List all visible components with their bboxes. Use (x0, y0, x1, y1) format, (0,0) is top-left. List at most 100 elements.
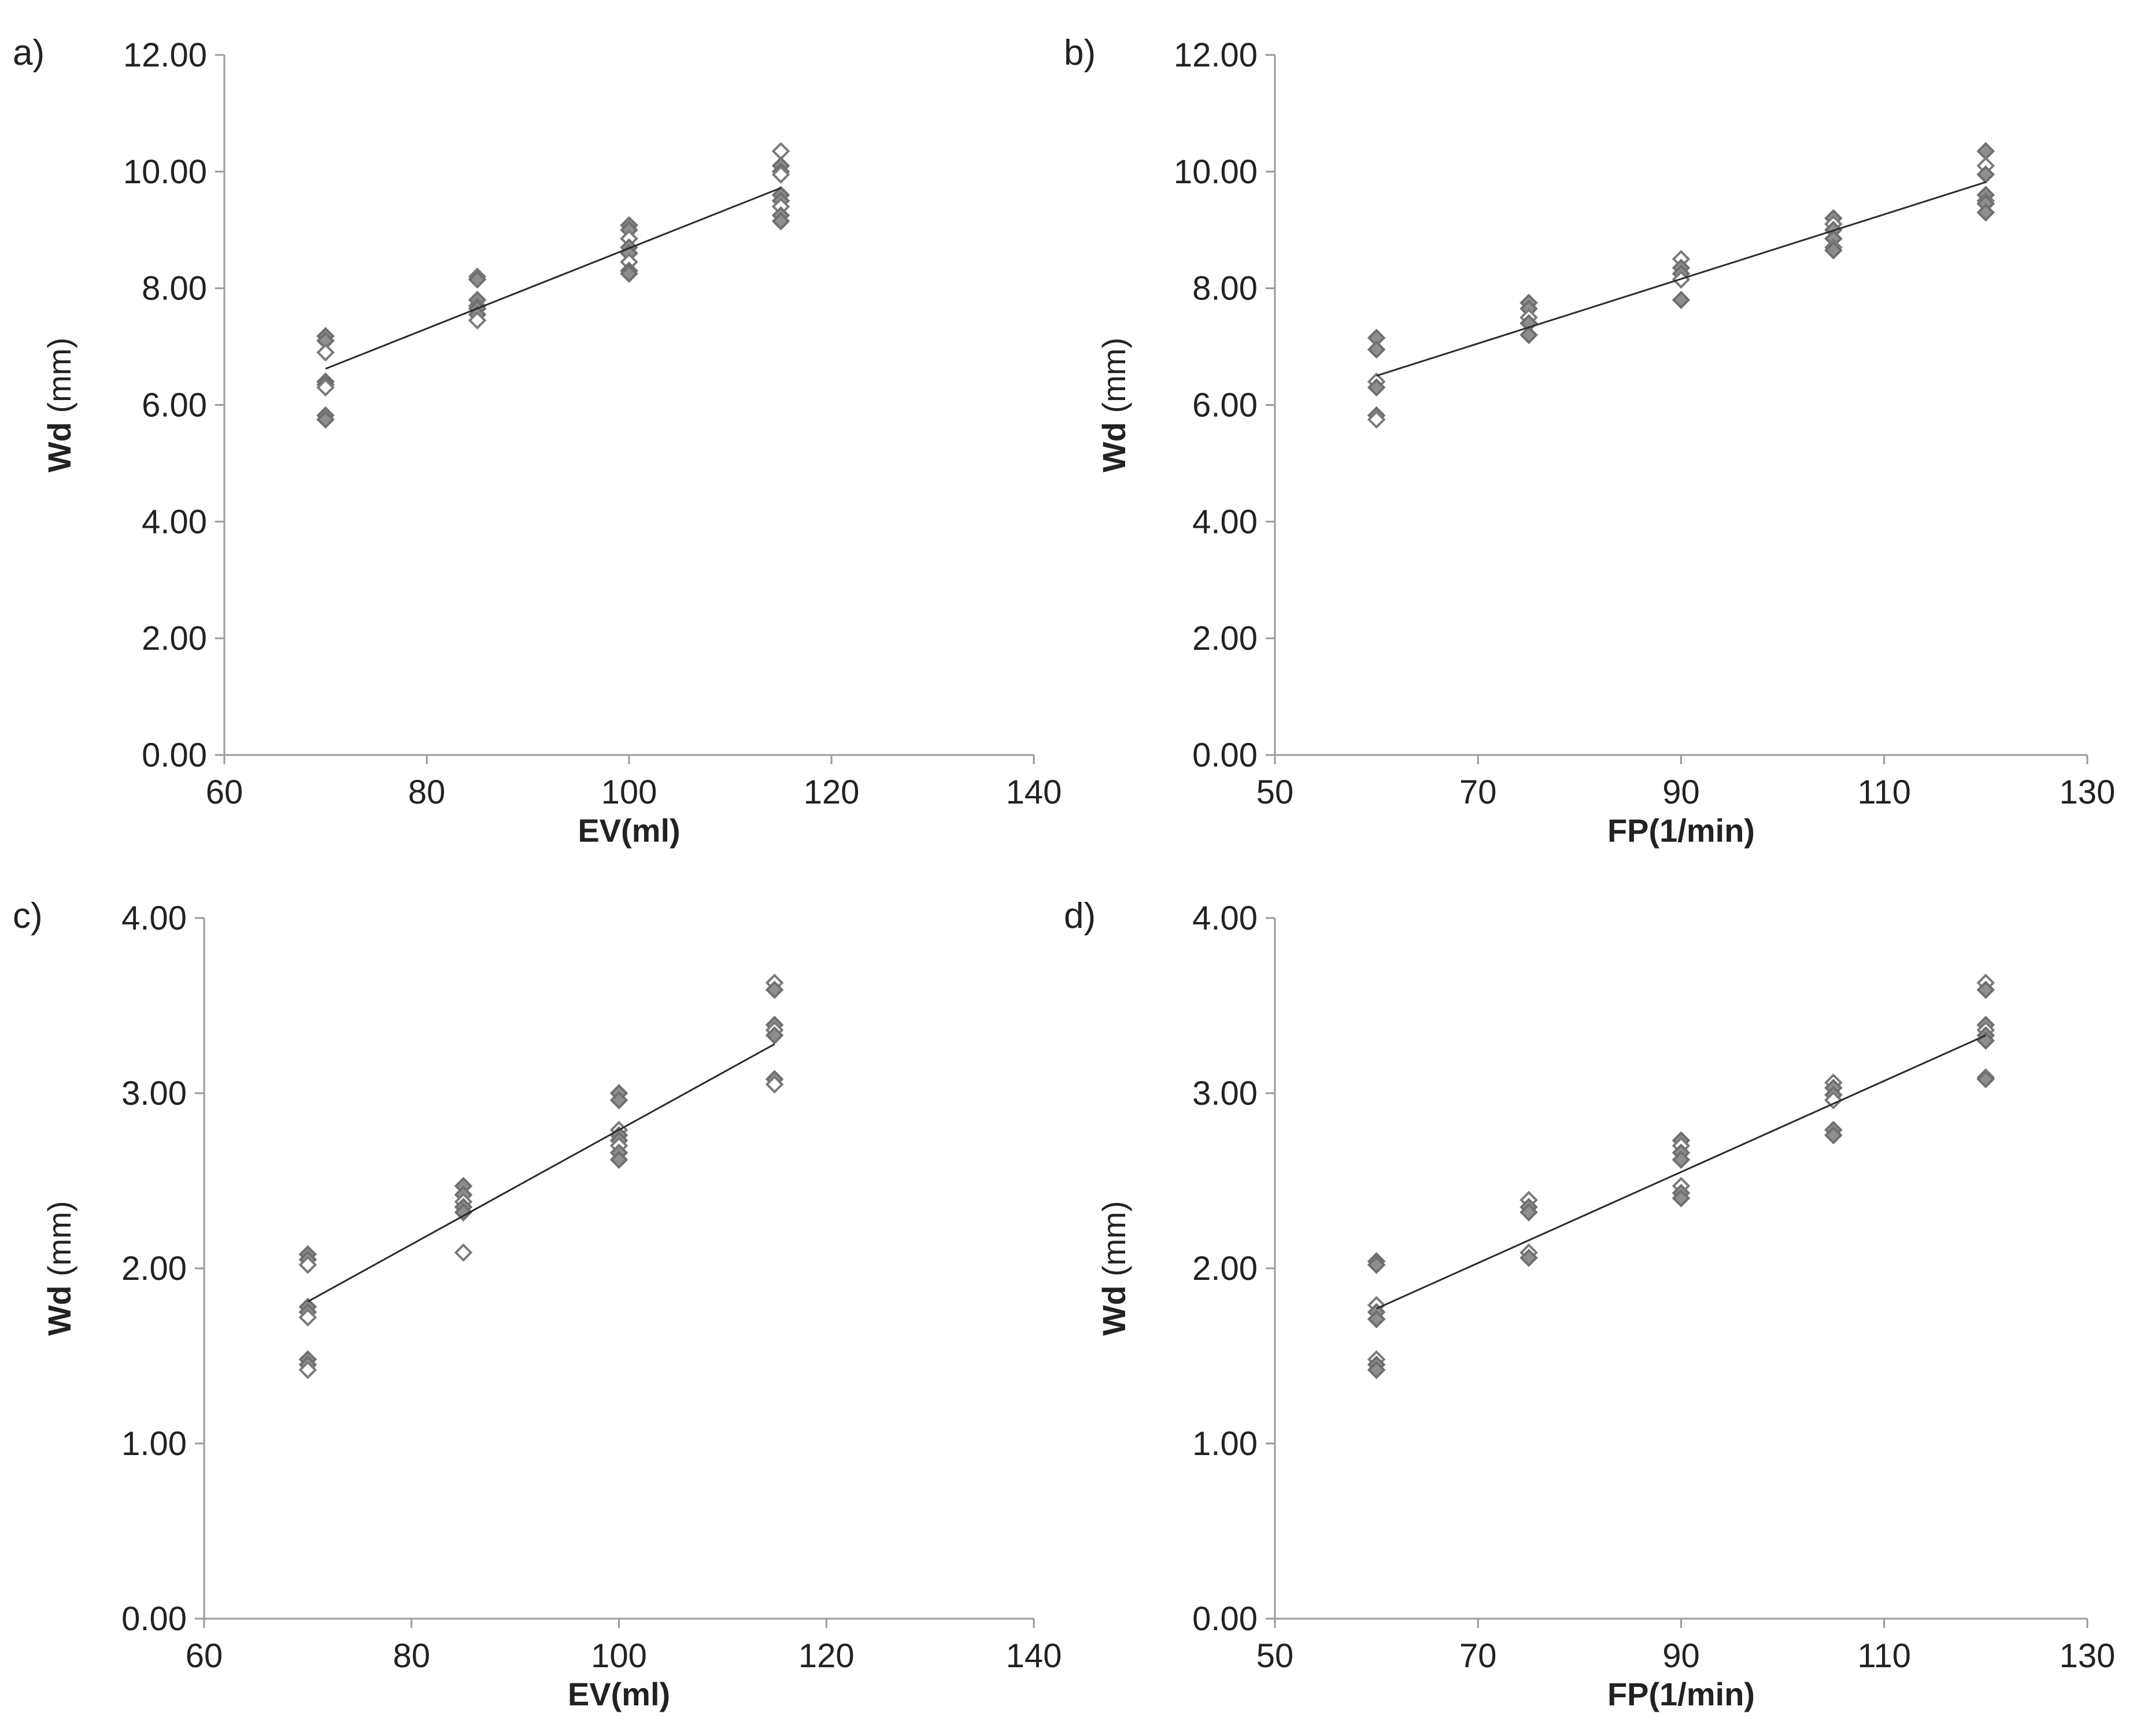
x-tick-label: 90 (1662, 1637, 1700, 1675)
data-point (1367, 340, 1386, 359)
y-tick-label: 8.00 (1192, 270, 1258, 308)
y-tick-label: 3.00 (121, 1075, 187, 1112)
y-tick-label: 2.00 (1192, 1250, 1258, 1287)
data-point (316, 410, 335, 429)
y-axis-title: Wd (mm) (1096, 338, 1132, 472)
x-tick-label: 90 (1662, 773, 1700, 811)
data-point (1672, 1150, 1691, 1169)
y-axis-title-unit: (mm) (41, 338, 77, 422)
chart-panel-c: c) 0.00 1.00 2.00 3.00 4.00 60 80 100 120 140 EV(ml… (13, 896, 1062, 1712)
y-tick-label: 12.00 (123, 36, 207, 74)
x-tick-label: 130 (2060, 1637, 2116, 1675)
data-point (620, 264, 638, 283)
data-point (1367, 1310, 1386, 1328)
y-tick-label: 6.00 (1192, 387, 1258, 424)
data-point (298, 1360, 317, 1379)
x-tick-label: 100 (601, 773, 657, 811)
panel-label: b) (1064, 33, 1096, 73)
trend-line (325, 187, 782, 370)
y-tick-label: 2.00 (142, 620, 207, 657)
y-axis-title: Wd (mm) (41, 338, 77, 472)
y-axis-title-unit: (mm) (41, 1201, 77, 1285)
y-tick-label: 2.00 (121, 1250, 187, 1287)
data-point (609, 1091, 628, 1109)
data-point (316, 343, 335, 362)
x-tick-label: 50 (1256, 773, 1294, 811)
x-tick-label: 120 (798, 1637, 855, 1675)
data-point (771, 142, 790, 161)
x-tick-label: 60 (186, 1637, 223, 1675)
x-tick-label: 50 (1256, 1637, 1294, 1675)
y-axis-title-unit: (mm) (1096, 1201, 1132, 1285)
y-tick-label: 10.00 (1174, 153, 1258, 191)
x-axis-title: FP(1/min) (1607, 1676, 1755, 1712)
x-axis-title: EV(ml) (578, 812, 680, 849)
y-axis-title-main: Wd (1096, 1286, 1132, 1336)
y-tick-label: 1.00 (121, 1425, 187, 1463)
chart-panel-d: d) 0.00 1.00 2.00 3.00 4.00 50 70 90 110 130 FP(1/m… (1064, 896, 2115, 1712)
data-point (1976, 980, 1995, 1000)
y-axis-title: Wd (mm) (1096, 1201, 1132, 1335)
y-tick-label: 1.00 (1192, 1425, 1258, 1463)
x-tick-label: 110 (1858, 773, 1911, 811)
data-point (609, 1150, 628, 1169)
data-point (1976, 165, 1995, 184)
data-point (1367, 1256, 1386, 1274)
data-point (765, 980, 784, 1000)
data-point (1672, 1189, 1691, 1208)
data-point (468, 311, 487, 330)
x-tick-label: 120 (804, 773, 860, 811)
y-tick-label: 2.00 (1192, 620, 1258, 657)
y-tick-label: 4.00 (1192, 900, 1258, 937)
x-tick-label: 130 (2060, 773, 2116, 811)
panel-label: c) (13, 896, 43, 936)
data-point (1824, 1126, 1843, 1145)
y-tick-label: 4.00 (121, 900, 187, 937)
data-point (298, 1256, 317, 1274)
chart-panel-a: a) 0.00 2.00 4.00 6.00 8.00 10.00 12.00 60 80 100 1… (13, 33, 1062, 849)
panel-label: d) (1064, 896, 1096, 936)
x-tick-label: 100 (591, 1637, 647, 1675)
data-point (765, 1075, 784, 1094)
y-tick-label: 6.00 (142, 387, 207, 424)
chart-panel-b: b) 0.00 2.00 4.00 6.00 8.00 10.00 12.00 50 70 90 11… (1064, 33, 2115, 849)
y-tick-label: 4.00 (1192, 503, 1258, 541)
data-point (1519, 1203, 1538, 1222)
data-point (1976, 142, 1995, 161)
y-tick-label: 4.00 (142, 503, 207, 541)
data-point (1824, 241, 1843, 260)
data-point (454, 1203, 473, 1222)
x-tick-label: 80 (408, 773, 446, 811)
data-point (468, 270, 487, 289)
data-point (1519, 325, 1538, 345)
trend-line (1376, 181, 1986, 377)
y-tick-label: 3.00 (1192, 1075, 1258, 1112)
data-point (771, 212, 790, 231)
data-point (1976, 203, 1995, 222)
y-axis-title-main: Wd (41, 422, 77, 472)
x-tick-label: 70 (1459, 1637, 1497, 1675)
x-tick-label: 110 (1858, 1637, 1911, 1675)
data-point (1367, 410, 1386, 429)
x-axis-title: EV(ml) (568, 1676, 670, 1712)
y-tick-label: 8.00 (142, 270, 207, 308)
y-tick-label: 0.00 (142, 736, 207, 774)
y-axis-title-main: Wd (1096, 422, 1132, 472)
data-point (1976, 1069, 1995, 1089)
trend-line (307, 1043, 775, 1302)
x-tick-label: 60 (206, 773, 243, 811)
x-tick-label: 140 (1006, 773, 1062, 811)
y-tick-label: 12.00 (1174, 36, 1258, 74)
data-point (1367, 378, 1386, 397)
data-point (765, 1026, 784, 1045)
data-point (1824, 1091, 1843, 1109)
data-point (298, 1308, 317, 1327)
y-tick-label: 0.00 (1192, 1600, 1258, 1638)
data-point (454, 1243, 473, 1262)
x-axis-title: FP(1/min) (1607, 812, 1755, 849)
x-tick-label: 140 (1006, 1637, 1062, 1675)
y-axis-title: Wd (mm) (41, 1201, 77, 1335)
data-point (316, 378, 335, 397)
y-tick-label: 0.00 (1192, 736, 1258, 774)
